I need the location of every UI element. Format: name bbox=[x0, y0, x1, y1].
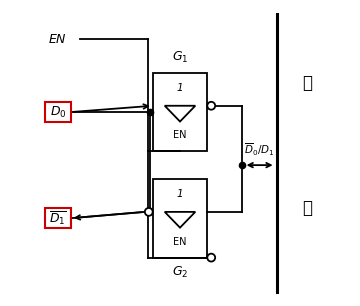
Text: 线: 线 bbox=[302, 199, 312, 217]
Text: $EN$: $EN$ bbox=[48, 33, 67, 46]
Circle shape bbox=[207, 254, 215, 262]
Text: EN: EN bbox=[173, 237, 187, 247]
Bar bbox=[45, 102, 71, 122]
Text: $G_2$: $G_2$ bbox=[172, 265, 188, 280]
Circle shape bbox=[145, 208, 153, 216]
Bar bbox=[153, 73, 207, 151]
Text: $\overline{D}_0/D_1$: $\overline{D}_0/D_1$ bbox=[244, 141, 275, 158]
Text: 1: 1 bbox=[177, 189, 183, 199]
Text: $\overline{D_1}$: $\overline{D_1}$ bbox=[49, 209, 67, 227]
Circle shape bbox=[207, 102, 215, 110]
Bar bbox=[153, 179, 207, 258]
Text: $D_0$: $D_0$ bbox=[50, 105, 66, 120]
Text: 总: 总 bbox=[302, 74, 312, 92]
Text: EN: EN bbox=[173, 130, 187, 140]
Text: $G_1$: $G_1$ bbox=[172, 50, 188, 65]
Bar bbox=[45, 208, 71, 228]
Text: 1: 1 bbox=[177, 83, 183, 93]
